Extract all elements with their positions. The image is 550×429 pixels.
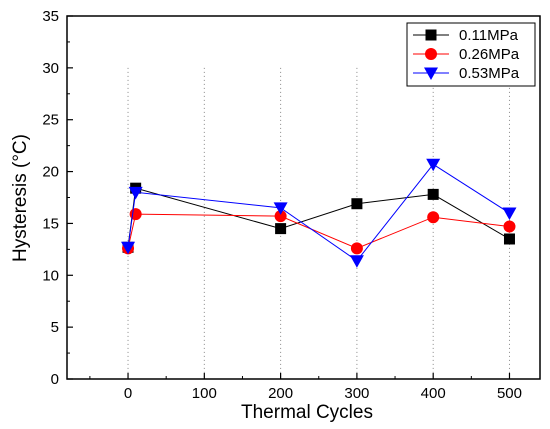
x-tick-label: 0 — [124, 385, 132, 402]
y-tick-label: 15 — [42, 215, 59, 232]
legend-marker-0.53MPa — [424, 67, 438, 80]
legend-marker-0.11MPa — [425, 29, 437, 41]
data-point-0.53MPa — [349, 255, 364, 268]
data-point-0.26MPa — [274, 210, 287, 223]
data-point-0.11MPa — [427, 188, 439, 200]
y-axis-title: Hysteresis (°C) — [10, 134, 31, 262]
y-tick-label: 30 — [42, 60, 59, 77]
x-tick-label: 300 — [344, 385, 369, 402]
data-point-0.53MPa — [128, 186, 143, 200]
series-line-0.53MPa — [127, 163, 510, 262]
grid-lines — [127, 67, 510, 379]
y-tick-label: 20 — [42, 164, 59, 181]
data-point-0.26MPa — [129, 208, 142, 221]
legend: 0.11MPa 0.26MPa 0.53MPa — [406, 22, 536, 87]
data-point-0.53MPa — [426, 158, 441, 172]
data-point-0.53MPa — [273, 202, 288, 215]
data-point-0.11MPa — [503, 233, 515, 245]
series-line-0.11MPa — [127, 187, 510, 248]
data-point-0.53MPa — [502, 207, 517, 221]
x-tick-label: 100 — [192, 385, 217, 402]
y-tick-label: 10 — [42, 267, 59, 284]
y-tick-label: 25 — [42, 112, 59, 129]
data-point-0.53MPa — [121, 241, 136, 255]
legend-label-0.11MPa: 0.11MPa — [459, 27, 519, 44]
legend-label-0.26MPa: 0.26MPa — [459, 46, 520, 63]
legend-label-0.53MPa: 0.53MPa — [459, 65, 520, 82]
legend-marker-0.26MPa — [425, 48, 437, 60]
y-tick-label: 0 — [51, 371, 59, 388]
y-tick-label: 35 — [42, 8, 59, 25]
x-tick-label: 400 — [421, 385, 446, 402]
y-tick-label: 5 — [51, 319, 59, 336]
x-axis-title: Thermal Cycles — [241, 402, 373, 423]
series-line-0.26MPa — [127, 213, 510, 249]
axis-ticks: 0 100 200 300 400 500 0 5 10 15 20 25 30 35 — [42, 8, 522, 402]
data-point-0.11MPa — [351, 198, 363, 210]
data-point-0.26MPa — [503, 220, 516, 233]
series-layer — [121, 158, 517, 268]
x-tick-label: 200 — [268, 385, 293, 402]
data-point-0.26MPa — [427, 211, 440, 224]
x-tick-label: 500 — [497, 385, 522, 402]
data-point-0.26MPa — [350, 242, 363, 255]
data-point-0.11MPa — [275, 223, 287, 235]
